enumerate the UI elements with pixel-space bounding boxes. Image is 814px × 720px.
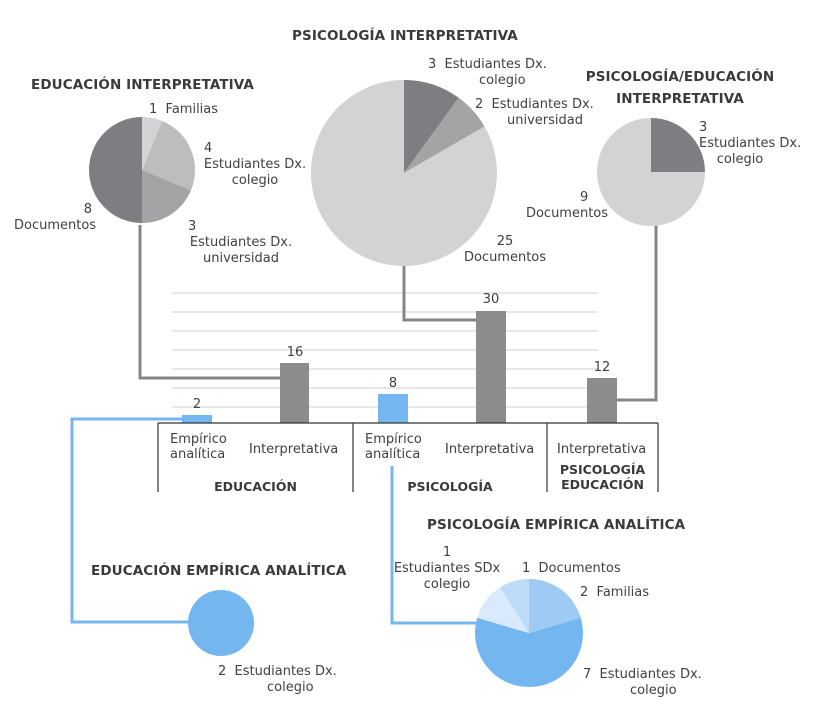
pie-label-estudiantes-colegio: 2 Estudiantes Dx. [218,664,337,680]
slice-label: Familias [596,585,650,600]
slice-label: colegio [423,577,471,592]
bar-value-label: 16 [286,345,304,360]
slice-value: 1 [442,545,452,560]
pie-educacion-empirica [188,590,254,656]
slice-label: Estudiantes Dx. [491,97,594,112]
bar-value-label: 12 [593,360,611,375]
pie-title-psicologia-educacion-interpretativa: PSICOLOGÍA/EDUCACIÓN INTERPRETATIVA [582,66,778,110]
group-label-educacion: EDUCACIÓN [214,479,297,494]
pie-label-estudiantes-sdx-colegio: 1 Estudiantes SDx colegio [392,545,502,593]
slice-label: Estudiantes Dx. [599,667,702,682]
slice-value: 1 [149,102,158,117]
pie-educacion-interpretativa [89,116,196,223]
pie-label-estudiantes-colegio: 3 Estudiantes Dx. [428,57,547,73]
slice-label: colegio [231,173,279,188]
slice-value: 7 [583,667,592,682]
pie-label-estudiantes-colegio: 3 Estudiantes Dx. colegio [699,120,802,168]
slice-label: Familias [165,102,219,117]
bar-edu-interpretativa [280,363,309,423]
bar-value-label: 2 [192,397,202,412]
pie-label-documentos: 9 Documentos [520,190,614,222]
slice-value: 2 [580,585,589,600]
category-line: analítica [365,447,421,462]
bar-psi-interpretativa [476,311,506,423]
title-line: PSICOLOGÍA/EDUCACIÓN [585,69,775,85]
pie-psicologia-interpretativa [310,80,497,266]
pie-label-familias: 2 Familias [580,585,649,601]
slice-label: Estudiantes Dx. [203,157,307,172]
category-label: Interpretativa [557,442,647,457]
pie-label-documentos: 25 Documentos [460,234,550,266]
pie-title-educacion-empirica: EDUCACIÓN EMPÍRICA ANALÍTICA [91,563,347,579]
connector-lines-gray [138,225,658,402]
bars [182,311,617,423]
connector-lines-blue [70,417,478,625]
pie-title-psicologia-empirica: PSICOLOGÍA EMPÍRICA ANALÍTICA [427,517,686,533]
slice-label: Estudiantes Dx. [189,235,293,250]
pie-label-documentos: 1 Documentos [522,561,621,577]
slice-value: 2 [475,97,484,112]
slice-label: universidad [203,251,279,266]
slice-label: colegio [630,683,677,698]
pie-label-estudiantes-colegio: 7 Estudiantes Dx. [583,667,702,683]
bar-value-label: 8 [388,376,398,391]
slice-value: 25 [496,234,514,249]
pie-label-estudiantes-universidad: 3 Estudiantes Dx. universidad [186,219,296,267]
pie-label-documentos: 8 Documentos [14,202,124,234]
slice-label: universidad [507,113,583,128]
slice-label: colegio [267,680,314,695]
slice-label: Documentos [538,561,621,576]
slice-value: 2 [218,664,227,679]
title-line: INTERPRETATIVA [616,91,744,107]
slice-label: Estudiantes Dx. [234,664,337,679]
slice-label: colegio [716,152,764,167]
slice-value: 9 [580,190,589,205]
bar-psi-empirica [378,394,408,423]
group-label-psicologia-educacion: PSICOLOGÍA EDUCACIÓN [547,462,658,492]
bar-value-label: 30 [482,292,500,307]
group-label-psicologia: PSICOLOGÍA [407,479,493,494]
category-label: Empírico analítica [170,432,227,462]
bar-psiedu-interpretativa [587,378,617,423]
pie-label-familias: 1 Familias [149,102,218,118]
slice-label: Estudiantes Dx. [444,57,547,72]
slice-value: 4 [204,141,213,156]
category-label: Interpretativa [445,442,535,457]
slice-value: 8 [83,202,92,217]
pie-title-psicologia-interpretativa: PSICOLOGÍA INTERPRETATIVA [292,28,518,44]
slice-value: 1 [522,561,531,576]
slice-label: Estudiantes SDx [393,561,501,576]
pie-psicologia-educacion-interpretativa [597,118,705,226]
group-line: EDUCACIÓN [561,477,644,492]
group-line: PSICOLOGÍA [559,462,646,477]
slice-value: 3 [428,57,437,72]
slice-label: Documentos [525,206,609,221]
category-line: Empírico [170,432,227,447]
pie-psicologia-empirica [475,579,583,688]
category-label: Empírico analítica [365,432,422,462]
slice-label: Documentos [14,218,97,233]
category-axis [157,422,659,492]
bar-edu-empirica [182,415,212,423]
slice-value: 3 [699,120,708,135]
category-label: Interpretativa [249,442,339,457]
slice-label: colegio [479,73,526,88]
category-line: analítica [170,447,226,462]
category-line: Empírico [365,432,422,447]
slice-label: Estudiantes Dx. [699,136,802,151]
slice-value: 3 [188,219,197,234]
pie-label-estudiantes-universidad: 2 Estudiantes Dx. [475,97,594,113]
gridlines [172,292,598,408]
pie-title-educacion-interpretativa: EDUCACIÓN INTERPRETATIVA [31,77,254,93]
pie-label-estudiantes-colegio: 4 Estudiantes Dx. colegio [200,141,310,189]
slice-label: Documentos [463,250,547,265]
